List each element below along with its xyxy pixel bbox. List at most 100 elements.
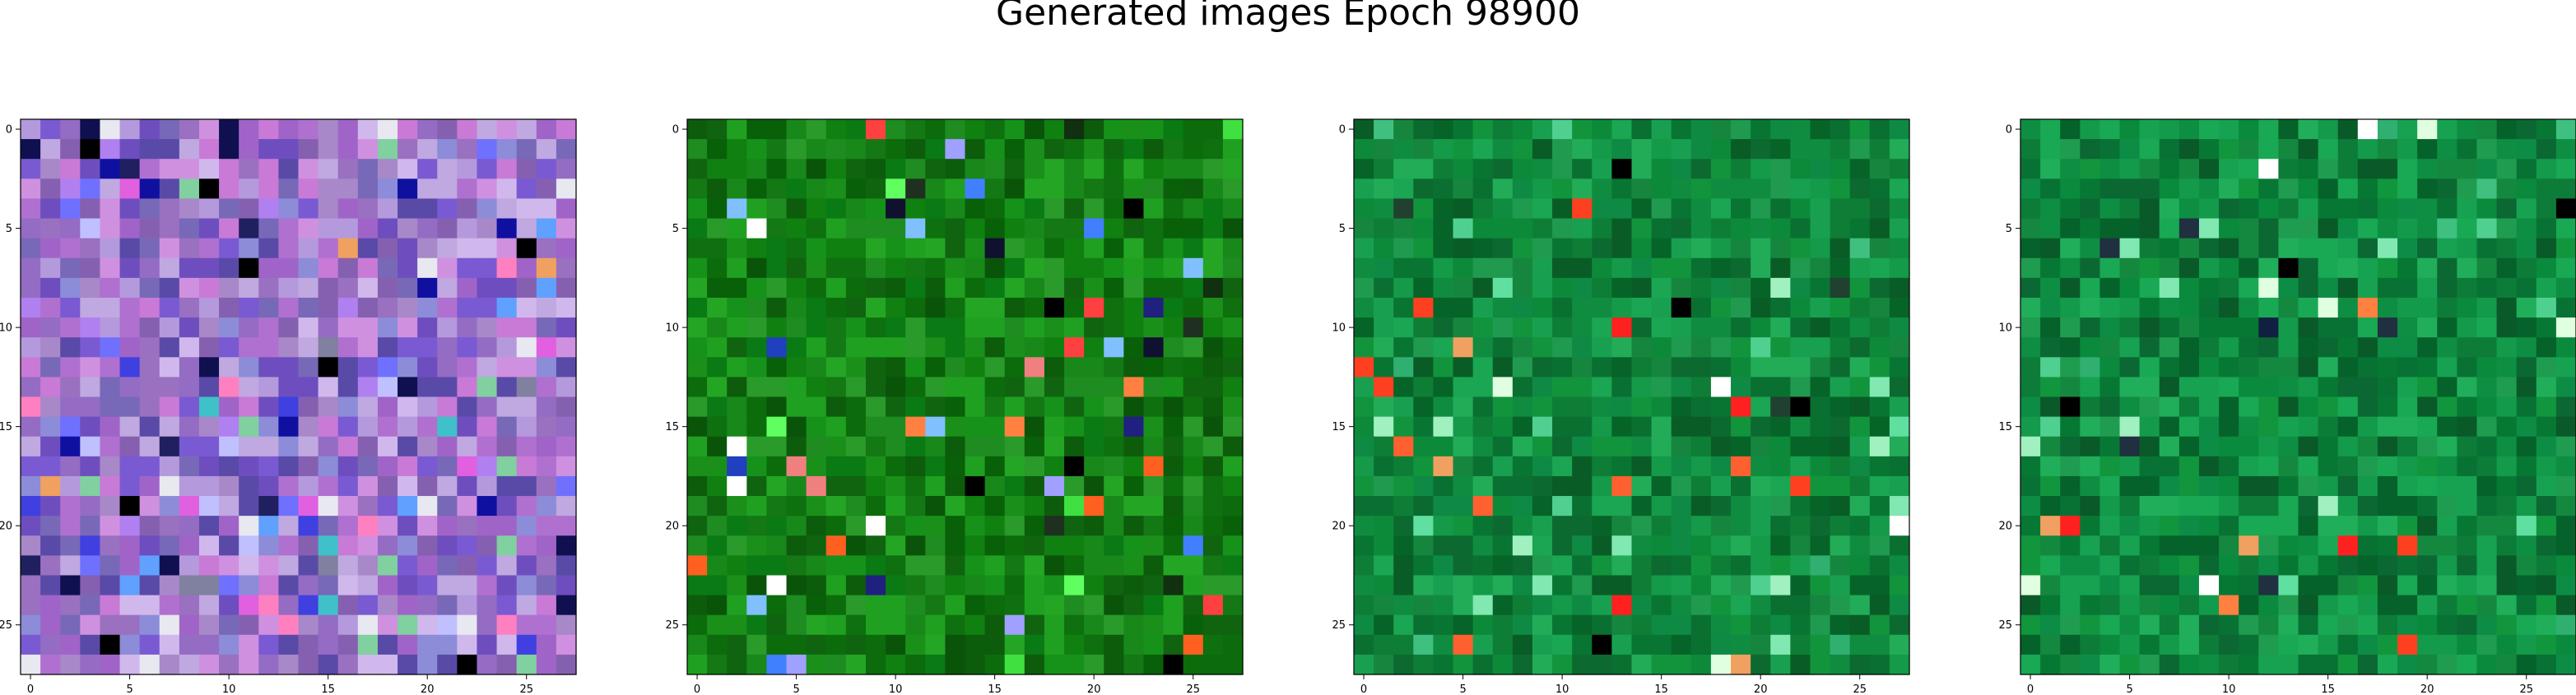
pixel-cell	[1104, 654, 1124, 675]
pixel-cell	[2060, 218, 2081, 239]
pixel-cell	[318, 456, 339, 477]
pixel-cell	[2377, 139, 2398, 160]
pixel-cell	[2377, 119, 2398, 140]
pixel-cell	[766, 436, 788, 457]
pixel-cell	[80, 496, 101, 517]
pixel-cell	[2318, 396, 2339, 418]
pixel-cell	[278, 475, 300, 497]
pixel-cell	[357, 178, 379, 200]
pixel-cell	[2555, 436, 2576, 457]
pixel-cell	[707, 178, 728, 200]
pixel-cell	[437, 654, 458, 675]
pixel-cell	[139, 535, 160, 556]
pixel-cell	[1393, 277, 1414, 299]
pixel-cell	[258, 317, 279, 338]
pixel-cell	[1532, 436, 1553, 457]
pixel-cell	[1104, 456, 1124, 477]
pixel-cell	[100, 614, 121, 636]
pixel-cell	[2357, 516, 2378, 536]
pixel-cell	[477, 357, 498, 378]
pixel-cell	[1731, 634, 1751, 656]
pixel-cell	[2457, 535, 2478, 556]
pixel-cell	[60, 257, 81, 279]
pixel-cell	[2178, 139, 2200, 160]
pixel-cell	[477, 277, 498, 299]
pixel-cell	[1044, 277, 1065, 299]
pixel-cell	[687, 159, 708, 179]
pixel-cell	[2357, 317, 2378, 338]
pixel-cell	[2020, 317, 2041, 338]
pixel-cell	[298, 159, 319, 179]
pixel-cell	[219, 238, 239, 259]
pixel-cell	[1849, 516, 1871, 536]
pixel-cell	[1770, 575, 1791, 596]
pixel-cell	[2159, 535, 2180, 556]
pixel-cell	[2219, 119, 2239, 140]
pixel-cell	[298, 277, 319, 299]
pixel-cell	[21, 178, 41, 200]
pixel-cell	[786, 218, 807, 239]
pixel-cell	[2198, 218, 2220, 239]
pixel-cell	[1830, 456, 1851, 477]
pixel-cell	[457, 297, 478, 318]
pixel-cell	[1354, 396, 1374, 418]
pixel-cell	[1631, 436, 1653, 457]
pixel-cell	[2178, 159, 2200, 179]
pixel-cell	[1433, 535, 1454, 556]
pixel-cell	[239, 654, 259, 675]
pixel-cell	[965, 416, 986, 438]
pixel-cell	[159, 377, 180, 398]
pixel-cell	[357, 198, 379, 220]
pixel-cell	[2555, 159, 2576, 179]
pixel-cell	[1453, 634, 1474, 656]
pixel-cell	[886, 198, 906, 220]
pixel-cell	[727, 475, 747, 497]
pixel-cell	[278, 297, 300, 318]
pixel-cell	[905, 119, 926, 140]
pixel-cell	[536, 198, 557, 220]
pixel-cell	[2020, 357, 2041, 378]
pixel-cell	[865, 357, 886, 378]
pixel-cell	[1830, 555, 1851, 577]
pixel-cell	[1849, 277, 1871, 299]
pixel-cell	[2377, 654, 2398, 675]
pixel-cell	[707, 436, 728, 457]
pixel-cell	[2437, 496, 2457, 517]
x-tick-label: 0	[2027, 683, 2034, 695]
pixel-cell	[1143, 159, 1165, 179]
pixel-cell	[1453, 416, 1474, 438]
pixel-cell	[965, 218, 986, 239]
pixel-cell	[2377, 555, 2398, 577]
pixel-cell	[556, 317, 577, 338]
pixel-cell	[2020, 496, 2041, 517]
pixel-cell	[1183, 337, 1204, 358]
pixel-cell	[398, 159, 418, 179]
pixel-cell	[139, 416, 160, 438]
pixel-cell	[2357, 575, 2378, 596]
pixel-cell	[1751, 357, 1771, 378]
pixel-cell	[1472, 614, 1494, 636]
pixel-cell	[119, 277, 141, 299]
pixel-cell	[1024, 475, 1045, 497]
pixel-cell	[1532, 198, 1553, 220]
pixel-cell	[1123, 337, 1145, 358]
pixel-cell	[1611, 535, 1633, 556]
pixel-cell	[2536, 297, 2557, 318]
y-tick-label: 15	[665, 421, 679, 433]
pixel-cell	[198, 277, 220, 299]
pixel-cell	[2298, 516, 2319, 536]
pixel-cell	[2020, 516, 2041, 536]
pixel-cell	[1084, 555, 1104, 577]
pixel-cell	[100, 634, 121, 656]
pixel-cell	[1024, 377, 1045, 398]
pixel-cell	[1710, 297, 1732, 318]
pixel-cell	[2496, 139, 2518, 160]
pixel-cell	[2476, 178, 2498, 200]
pixel-cell	[437, 238, 458, 259]
pixel-cell	[318, 555, 339, 577]
pixel-cell	[1064, 297, 1085, 318]
pixel-cell	[2377, 416, 2398, 438]
pixel-cell	[1710, 238, 1732, 259]
pixel-cell	[1790, 416, 1811, 438]
pixel-cell	[965, 337, 986, 358]
